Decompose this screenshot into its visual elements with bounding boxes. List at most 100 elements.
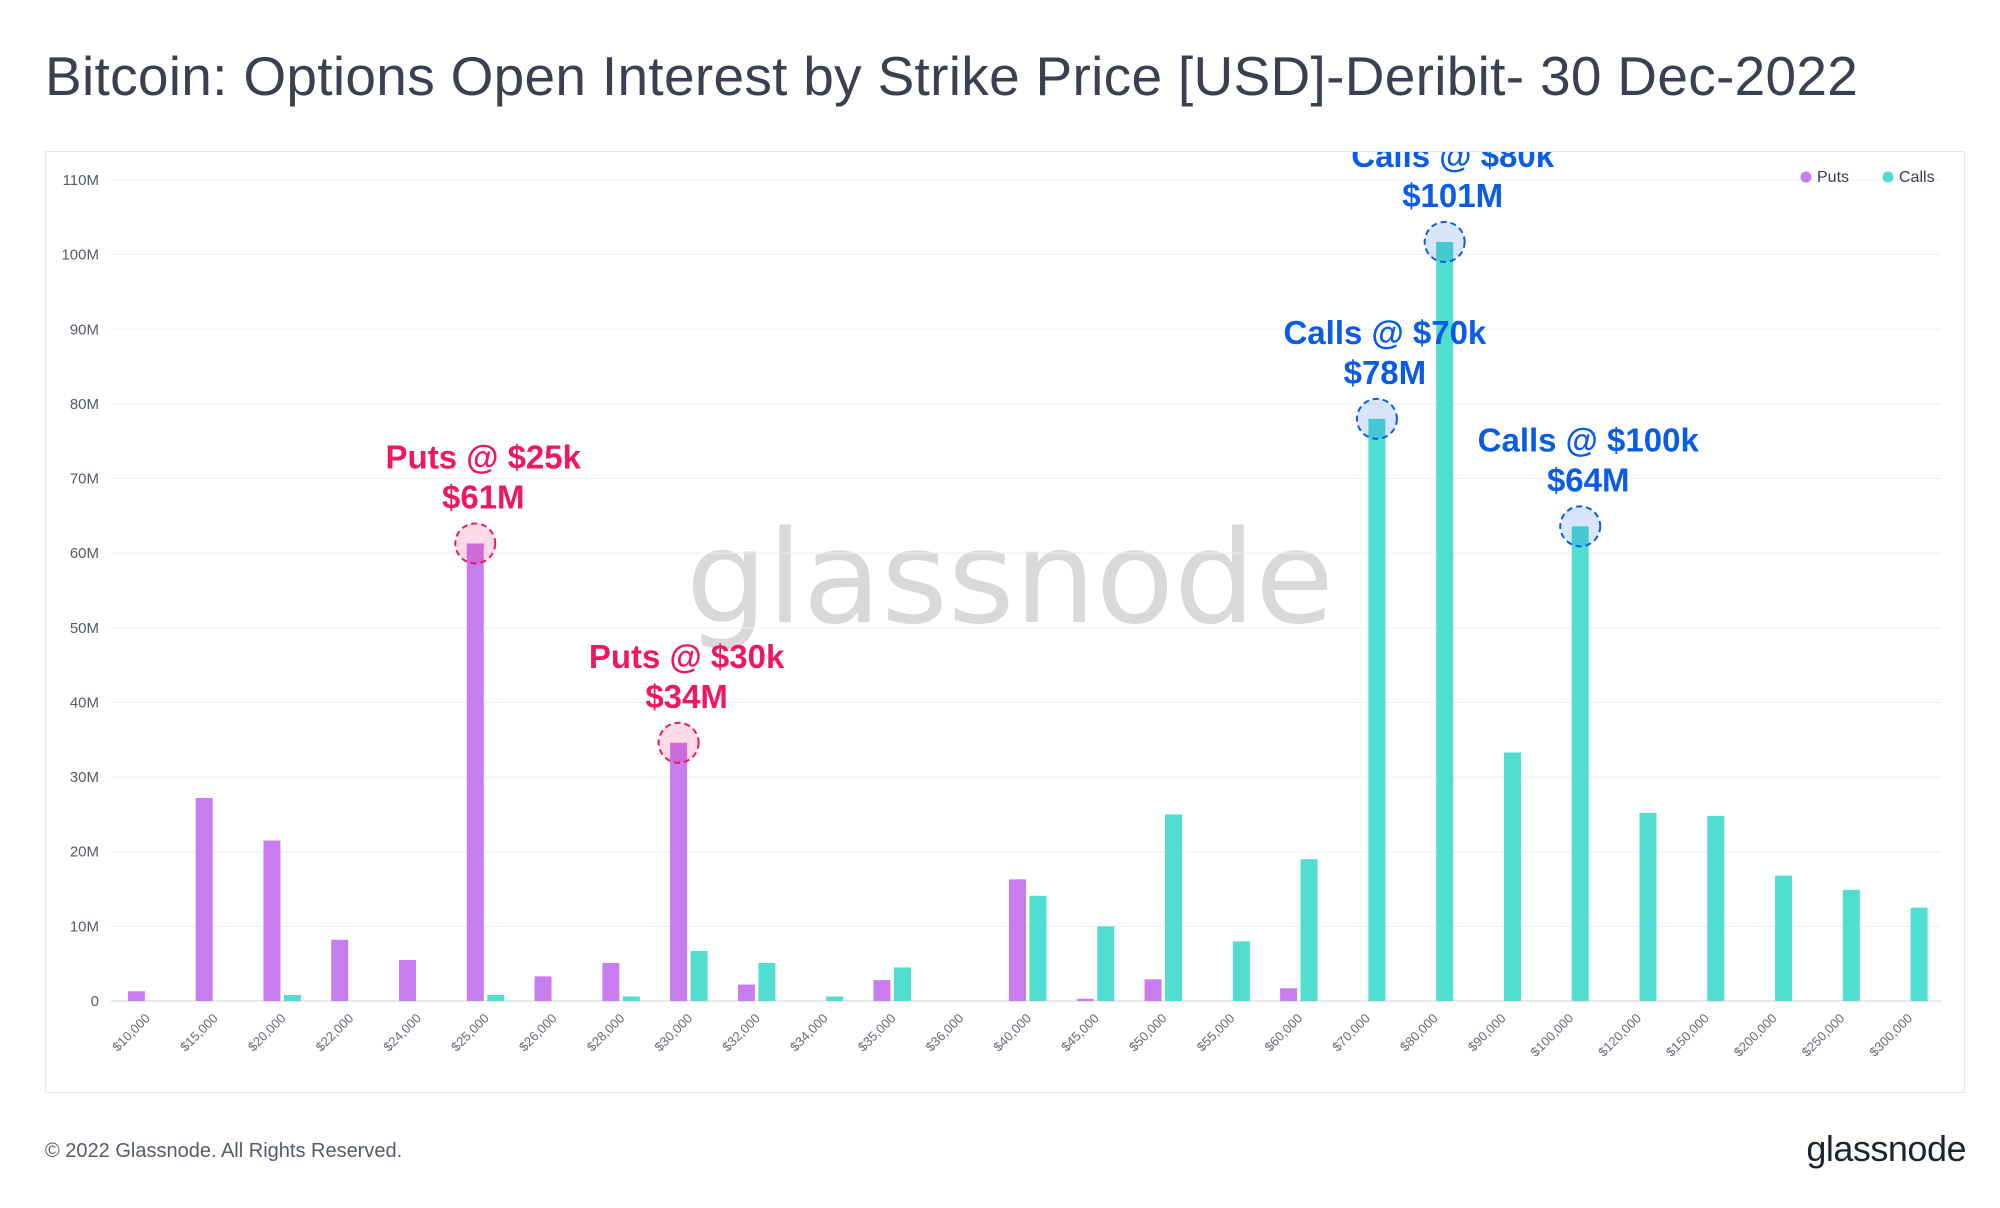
calls-bar [1029,895,1047,1001]
watermark-text: glassnode [686,504,1334,653]
puts-bar [127,991,145,1001]
annotations: Puts @ $25k$61M Puts @ $30k$34M Calls @ $7… [386,152,1700,764]
x-tick-label: $300,000 [1866,1011,1915,1060]
x-tick-label: $25,000 [448,1011,492,1055]
calls-bar [1232,941,1250,1001]
calls-bar [690,950,708,1001]
legend-swatch [1882,171,1894,183]
calls-bar [1300,859,1318,1001]
x-tick-label: $80,000 [1397,1011,1441,1055]
annotation-label: Calls @ $80k [1351,152,1554,174]
annotation-value: $64M [1547,461,1630,498]
x-tick-label: $36,000 [923,1011,967,1055]
annotation-label: Calls @ $70k [1283,314,1486,351]
y-tick-label: 40M [70,694,99,711]
bars [127,241,1928,1001]
calls-bar [1707,815,1725,1001]
calls-bar [487,995,505,1001]
y-tick-label: 100M [61,247,99,264]
y-tick-label: 80M [70,396,99,413]
annotation-marker [454,522,497,565]
legend: Puts Calls [1800,169,1935,186]
calls-bar [283,995,301,1001]
calls-bar [893,967,911,1001]
x-tick-label: $10,000 [109,1011,153,1055]
calls-bar [1910,907,1928,1001]
y-tick-label: 70M [70,471,99,488]
calls-bar [1571,526,1589,1001]
x-tick-label: $15,000 [177,1011,221,1055]
puts-bar [670,742,688,1001]
annotation-value: $61M [442,478,525,515]
calls-bar [1775,875,1793,1001]
annotation-value: $78M [1344,354,1427,391]
copyright-text: © 2022 Glassnode. All Rights Reserved. [45,1140,403,1162]
x-tick-label: $55,000 [1194,1011,1238,1055]
legend-swatch [1800,171,1812,183]
puts-bar [263,840,281,1001]
x-tick-label: $28,000 [584,1011,628,1055]
y-tick-label: 110M [63,172,99,189]
y-axis: 0 10M 20M 30M 40M 50M 60M 70M 80M 90M 100M 110M [61,172,99,1010]
annotation-marker [657,721,700,764]
y-tick-label: 20M [70,844,99,861]
annotation-value: $34M [645,678,728,715]
x-tick-label: $150,000 [1663,1011,1712,1060]
x-tick-label: $70,000 [1329,1011,1373,1055]
puts-bar [466,543,484,1001]
annotation-marker [1355,397,1398,440]
y-tick-label: 90M [70,321,99,338]
x-tick-label: $26,000 [516,1011,560,1055]
options-open-interest-chart: glassnode 0 10M 20M 30M 40M 50M 60M 70M 80M 90M 10… [61,152,1941,1060]
x-tick-label: $20,000 [245,1011,289,1055]
puts-bar [737,984,755,1001]
calls-bar [826,996,844,1001]
x-tick-label: $32,000 [719,1011,763,1055]
annotation-marker [1423,220,1466,263]
calls-bar [622,996,640,1001]
chart-panel: glassnode 0 10M 20M 30M 40M 50M 60M 70M 80M 90M 10… [45,151,1965,1093]
annotation-label: Calls @ $100k [1478,421,1700,458]
calls-bar [1436,241,1454,1001]
y-tick-label: 10M [70,918,99,935]
puts-bar [399,959,416,1001]
x-tick-label: $90,000 [1465,1011,1509,1055]
puts-bar [1076,998,1094,1001]
puts-bar [602,962,620,1001]
page-title: Bitcoin: Options Open Interest by Strike… [45,45,1859,107]
calls-bar [1503,752,1521,1001]
annotation-label: Puts @ $25k [386,438,582,475]
calls-bar [1368,418,1386,1001]
calls-bar [1639,812,1657,1001]
x-tick-label: $30,000 [651,1011,695,1055]
x-tick-label: $250,000 [1798,1011,1847,1060]
brand-logo-text: glassnode [1806,1128,1966,1169]
puts-bar [873,980,891,1001]
x-tick-label: $35,000 [855,1011,899,1055]
annotation-marker [1559,505,1602,548]
legend-label: Calls [1899,169,1935,186]
puts-bar [195,797,213,1001]
legend-label: Puts [1817,169,1849,186]
annotation-value: $101M [1402,177,1503,214]
x-tick-label: $40,000 [990,1011,1034,1055]
x-tick-label: $200,000 [1731,1011,1780,1060]
x-tick-label: $24,000 [380,1011,424,1055]
calls-bar [758,962,776,1001]
y-tick-label: 60M [70,545,99,562]
x-tick-label: $60,000 [1261,1011,1305,1055]
x-tick-label: $120,000 [1595,1011,1644,1060]
y-tick-label: 30M [70,769,99,786]
x-tick-label: $100,000 [1527,1011,1576,1060]
puts-bar [1009,879,1026,1001]
puts-bar [1280,988,1298,1001]
puts-bar [534,976,552,1001]
x-tick-label: $45,000 [1058,1011,1102,1055]
calls-bar [1165,814,1183,1001]
y-tick-label: 0 [91,993,99,1010]
x-tick-label: $22,000 [313,1011,357,1055]
puts-bar [1144,979,1162,1001]
x-axis: $10,000 $15,000 $20,000 $22,000 $24,000 $25,0… [109,1011,1915,1060]
calls-bar [1097,926,1115,1001]
y-tick-label: 50M [70,620,99,637]
